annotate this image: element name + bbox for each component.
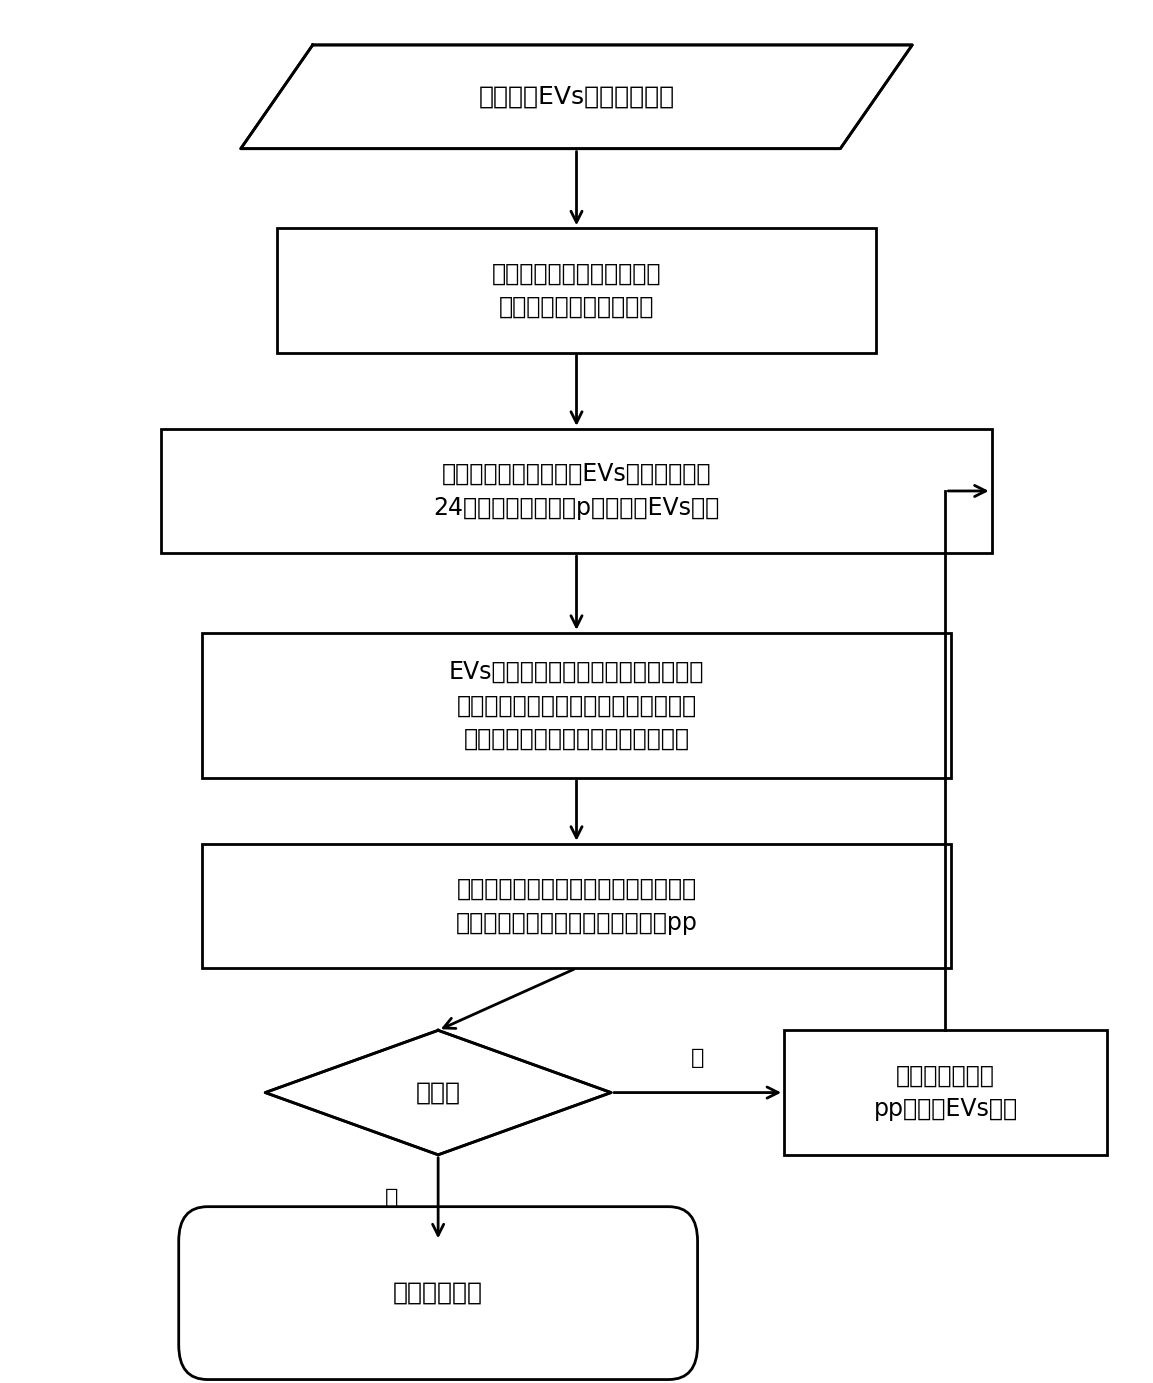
FancyBboxPatch shape xyxy=(202,844,951,968)
FancyBboxPatch shape xyxy=(202,633,951,777)
Polygon shape xyxy=(241,44,912,148)
FancyBboxPatch shape xyxy=(179,1206,698,1380)
Text: 中间商根据常规负荷数据和用户反馈的
充放电功率曲线制定新的虚拟电价pp: 中间商根据常规负荷数据和用户反馈的 充放电功率曲线制定新的虚拟电价pp xyxy=(455,877,698,935)
Text: 中间商与EVs签订调度协议: 中间商与EVs签订调度协议 xyxy=(478,84,675,109)
Text: 优化过程结束: 优化过程结束 xyxy=(393,1281,483,1306)
Text: EVs用户根据该信号以虚拟费用最小对
自身充放电进行优化，得到各时段充放
电功率曲线并将该曲线反馈至中间商: EVs用户根据该信号以虚拟费用最小对 自身充放电进行优化，得到各时段充放 电功率… xyxy=(449,660,704,751)
Text: 采集常规负荷数据及电动汽
车数量、电量需求等信息: 采集常规负荷数据及电动汽 车数量、电量需求等信息 xyxy=(491,261,662,319)
Polygon shape xyxy=(265,1030,611,1155)
FancyBboxPatch shape xyxy=(277,228,876,353)
Text: 将新的虚拟电价
pp下发至EVs用户: 将新的虚拟电价 pp下发至EVs用户 xyxy=(874,1064,1017,1122)
FancyBboxPatch shape xyxy=(784,1030,1107,1155)
FancyBboxPatch shape xyxy=(161,429,992,553)
Text: 是: 是 xyxy=(385,1188,399,1207)
Text: 否: 否 xyxy=(691,1048,704,1068)
Text: 收敛？: 收敛？ xyxy=(415,1080,461,1105)
Text: 中间商根据常规负荷及EVs电量需求制定
24时段虚拟电价信号p并下发至EVs用户: 中间商根据常规负荷及EVs电量需求制定 24时段虚拟电价信号p并下发至EVs用户 xyxy=(434,462,719,520)
